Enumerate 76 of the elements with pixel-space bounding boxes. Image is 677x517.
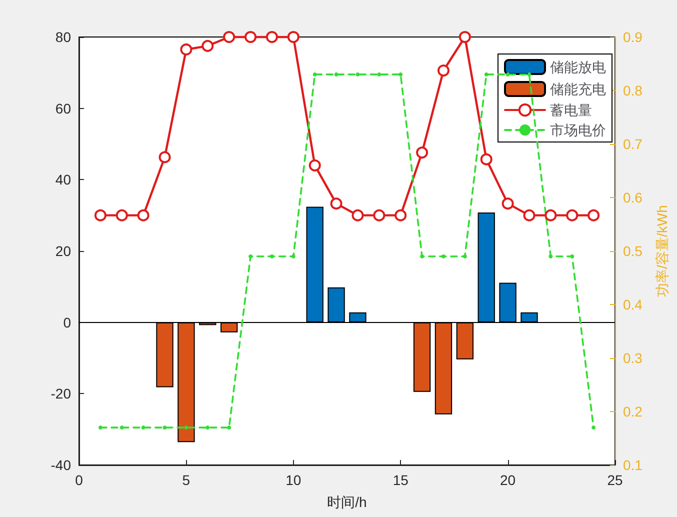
point <box>592 426 596 430</box>
legend-label: 市场电价 <box>550 122 606 138</box>
y2-tick-label: 0.1 <box>623 457 643 473</box>
point <box>223 31 236 43</box>
point <box>356 72 360 76</box>
x-tick-label: 5 <box>182 472 190 488</box>
point <box>458 31 471 43</box>
point <box>287 31 300 43</box>
point <box>206 426 210 430</box>
y-tick-label: 60 <box>55 100 72 116</box>
point <box>266 31 278 43</box>
point <box>506 72 510 76</box>
point <box>270 254 274 258</box>
y-tick-label: 0 <box>63 314 72 330</box>
y2-tick-label: 0.2 <box>623 404 643 420</box>
point <box>373 209 386 222</box>
y2-tick-label: 0.7 <box>623 136 643 152</box>
point <box>523 209 536 222</box>
point <box>291 254 296 258</box>
y2-tick-label: 0.5 <box>623 243 643 259</box>
point <box>312 72 317 76</box>
y2-tick-label: 0.4 <box>623 296 643 312</box>
point <box>202 40 214 52</box>
point <box>227 426 232 430</box>
point <box>137 209 150 222</box>
point <box>398 72 403 76</box>
point <box>120 426 124 430</box>
y2-tick-label: 0.9 <box>623 29 643 45</box>
point <box>94 209 106 222</box>
x-tick-label: 0 <box>75 472 84 488</box>
point <box>527 72 532 76</box>
point <box>394 209 407 222</box>
point <box>548 254 553 258</box>
point <box>437 64 450 77</box>
point <box>377 72 382 76</box>
y2-tick-label: 0.6 <box>623 190 643 206</box>
x-tick-label: 20 <box>500 472 516 488</box>
y2-axis-title: 功率/容量/kWh <box>654 205 670 297</box>
point <box>180 43 192 56</box>
x-tick-label: 15 <box>392 472 409 488</box>
point <box>462 254 467 258</box>
point <box>330 198 342 210</box>
point <box>184 426 188 430</box>
point <box>98 426 102 430</box>
point <box>502 198 514 210</box>
legend-label: 储能放电 <box>550 59 606 75</box>
point <box>480 153 492 166</box>
y-tick-label: 40 <box>55 172 72 188</box>
y-tick-label: 80 <box>55 29 72 45</box>
point <box>162 426 167 430</box>
y2-tick-label: 0.8 <box>623 82 643 98</box>
point <box>308 159 321 172</box>
legend-label: 蓄电量 <box>550 102 592 118</box>
y2-tick-label: 0.3 <box>623 350 643 366</box>
y-tick-label: -40 <box>50 457 72 473</box>
point <box>484 72 488 76</box>
x-axis-title: 时间/h <box>327 494 367 510</box>
y-tick-label: -20 <box>50 386 72 402</box>
point <box>544 209 557 222</box>
point <box>441 254 446 258</box>
point <box>141 426 146 430</box>
x-tick-label: 25 <box>607 472 623 488</box>
point <box>420 254 424 258</box>
point <box>244 31 257 43</box>
point <box>588 209 600 222</box>
point <box>158 151 171 164</box>
point <box>566 209 578 222</box>
legend-label: 储能充电 <box>550 81 606 97</box>
point <box>352 209 364 222</box>
y-tick-label: 20 <box>55 243 72 259</box>
x-tick-label: 10 <box>286 472 302 488</box>
point <box>570 254 574 258</box>
point <box>248 254 253 258</box>
point <box>116 209 128 222</box>
point <box>416 146 428 159</box>
point <box>334 72 338 76</box>
